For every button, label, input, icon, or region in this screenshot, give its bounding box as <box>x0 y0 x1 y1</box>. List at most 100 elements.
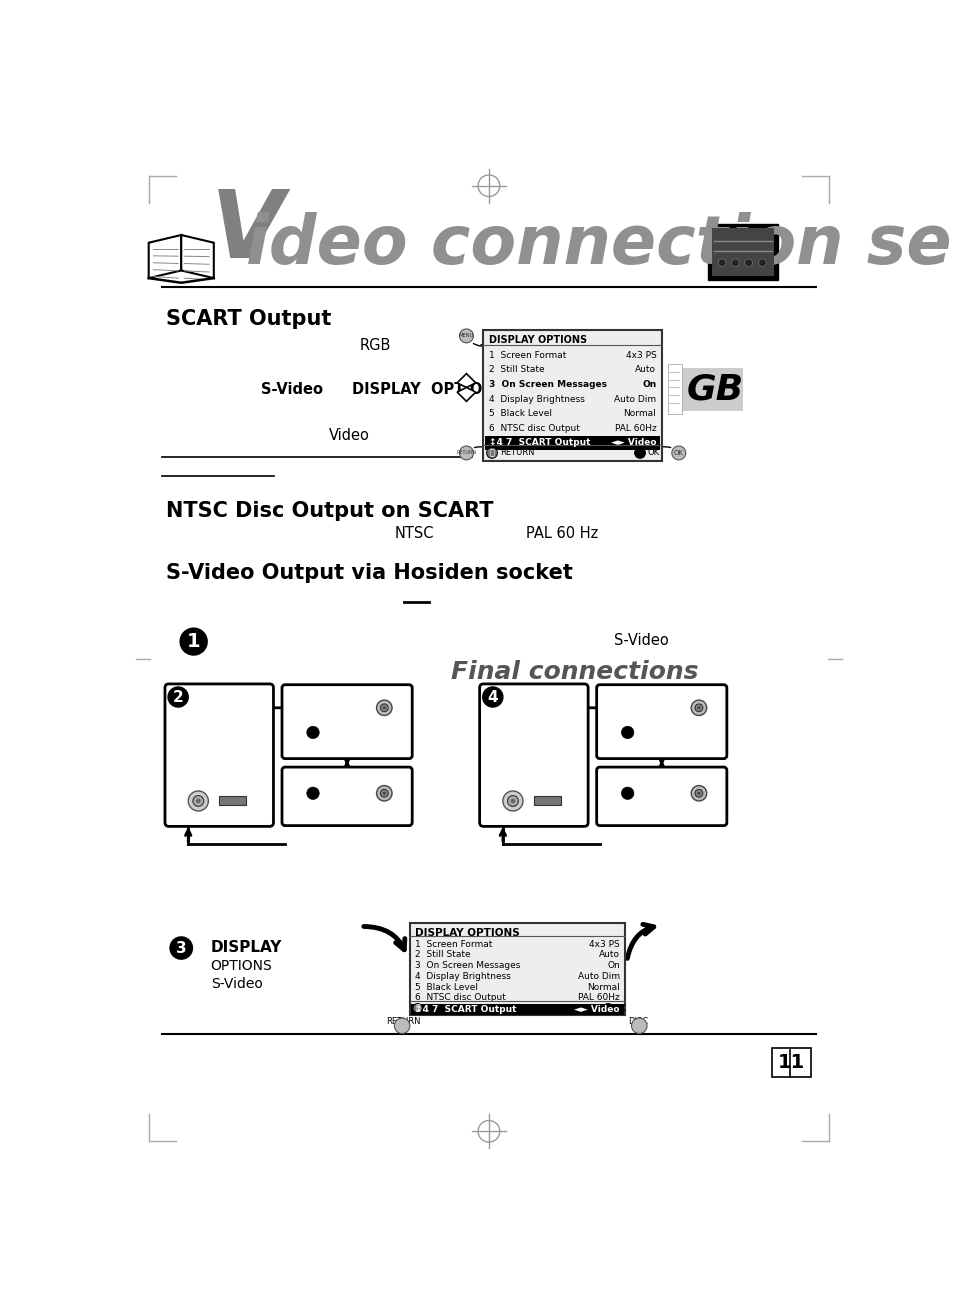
Text: 5  Black Level: 5 Black Level <box>488 409 552 419</box>
Text: 4  Display Brightness: 4 Display Brightness <box>488 395 584 403</box>
Text: 2  Still State: 2 Still State <box>415 951 471 960</box>
Text: NTSC Disc Output on SCART: NTSC Disc Output on SCART <box>166 502 493 522</box>
FancyBboxPatch shape <box>282 767 412 825</box>
Circle shape <box>603 1004 612 1013</box>
Circle shape <box>195 798 200 803</box>
Text: OPTIONS: OPTIONS <box>211 958 273 973</box>
Circle shape <box>510 798 515 803</box>
Circle shape <box>695 789 702 797</box>
Text: OK: OK <box>647 449 659 458</box>
Circle shape <box>695 704 702 712</box>
Circle shape <box>634 447 645 458</box>
Circle shape <box>459 329 473 343</box>
Text: On: On <box>641 379 656 389</box>
Circle shape <box>307 788 319 799</box>
Circle shape <box>507 795 517 806</box>
Circle shape <box>188 792 208 811</box>
Circle shape <box>380 704 388 712</box>
Circle shape <box>382 792 385 795</box>
Text: ◄► Video: ◄► Video <box>610 438 656 447</box>
Circle shape <box>758 259 765 266</box>
Text: PAL 60Hz: PAL 60Hz <box>614 424 656 433</box>
Text: 4x3 PS: 4x3 PS <box>589 940 619 948</box>
Text: Video: Video <box>328 428 369 443</box>
Circle shape <box>718 259 725 266</box>
Text: 6  NTSC disc Output: 6 NTSC disc Output <box>415 994 506 1003</box>
Text: DISPLAY OPTIONS: DISPLAY OPTIONS <box>488 335 586 346</box>
Circle shape <box>620 726 633 738</box>
Text: S-Video: S-Video <box>613 632 668 648</box>
Text: OK: OK <box>615 1004 625 1013</box>
Text: 3  On Screen Messages: 3 On Screen Messages <box>415 961 520 970</box>
Text: SCART Output: SCART Output <box>166 309 331 329</box>
Circle shape <box>382 707 385 709</box>
Circle shape <box>380 789 388 797</box>
Bar <box>667 364 681 415</box>
Text: Ⓡ: Ⓡ <box>489 449 494 458</box>
Text: DISPLAY  OPTIONS: DISPLAY OPTIONS <box>352 382 504 396</box>
Text: S-Video Output via Hosiden socket: S-Video Output via Hosiden socket <box>166 563 572 583</box>
Circle shape <box>697 707 700 709</box>
Text: PAL 60Hz: PAL 60Hz <box>578 994 619 1003</box>
Text: V: V <box>211 186 284 278</box>
Text: RETURN: RETURN <box>424 1004 456 1013</box>
Text: Normal: Normal <box>586 983 619 991</box>
Text: S-Video: S-Video <box>261 382 323 396</box>
Text: OK: OK <box>673 450 683 456</box>
Circle shape <box>731 259 739 266</box>
Bar <box>219 795 246 805</box>
FancyBboxPatch shape <box>479 683 587 827</box>
Bar <box>483 330 661 460</box>
Circle shape <box>620 788 633 799</box>
Text: 4: 4 <box>487 690 497 704</box>
Text: Normal: Normal <box>623 409 656 419</box>
Polygon shape <box>149 235 181 278</box>
Text: 11: 11 <box>777 1054 804 1072</box>
Circle shape <box>631 1018 646 1034</box>
Text: 1  Screen Format: 1 Screen Format <box>415 940 492 948</box>
Text: 1  Screen Format: 1 Screen Format <box>488 351 566 360</box>
Text: 3: 3 <box>175 940 187 956</box>
Text: RGB: RGB <box>359 338 391 352</box>
Text: Auto Dim: Auto Dim <box>578 971 619 981</box>
FancyBboxPatch shape <box>596 685 726 759</box>
Text: 4x3 PS: 4x3 PS <box>625 351 656 360</box>
Circle shape <box>193 795 204 806</box>
Text: Auto Dim: Auto Dim <box>614 395 656 403</box>
Circle shape <box>413 1004 422 1013</box>
Circle shape <box>697 792 700 795</box>
Circle shape <box>744 259 752 266</box>
Polygon shape <box>456 374 476 387</box>
FancyBboxPatch shape <box>165 683 274 827</box>
Text: 6  NTSC disc Output: 6 NTSC disc Output <box>488 424 579 433</box>
Bar <box>707 224 778 279</box>
Circle shape <box>482 687 502 707</box>
Bar <box>484 436 659 450</box>
Circle shape <box>171 938 192 958</box>
Text: PAL 60 Hz: PAL 60 Hz <box>525 527 598 541</box>
Circle shape <box>376 785 392 801</box>
Text: 5  Black Level: 5 Black Level <box>415 983 477 991</box>
Polygon shape <box>456 387 476 402</box>
Text: Auto: Auto <box>598 951 619 960</box>
Text: RETURN: RETURN <box>499 449 534 458</box>
Circle shape <box>180 629 207 655</box>
Text: ↕4 7  SCART Output: ↕4 7 SCART Output <box>415 1005 517 1015</box>
Bar <box>534 795 560 805</box>
Circle shape <box>486 447 497 458</box>
Text: RETURN: RETURN <box>456 450 476 455</box>
Text: RETURN: RETURN <box>386 1017 420 1026</box>
Text: ↕4 7  SCART Output: ↕4 7 SCART Output <box>488 438 590 447</box>
Text: 4  Display Brightness: 4 Display Brightness <box>415 971 511 981</box>
Circle shape <box>307 726 319 738</box>
Circle shape <box>394 1018 410 1034</box>
Text: GB: GB <box>686 372 743 406</box>
Text: On: On <box>606 961 619 970</box>
Text: 1: 1 <box>187 632 200 651</box>
Circle shape <box>502 792 522 811</box>
Circle shape <box>376 700 392 716</box>
Bar <box>411 1004 623 1015</box>
FancyBboxPatch shape <box>282 685 412 759</box>
Circle shape <box>691 785 706 801</box>
Bar <box>711 228 773 276</box>
